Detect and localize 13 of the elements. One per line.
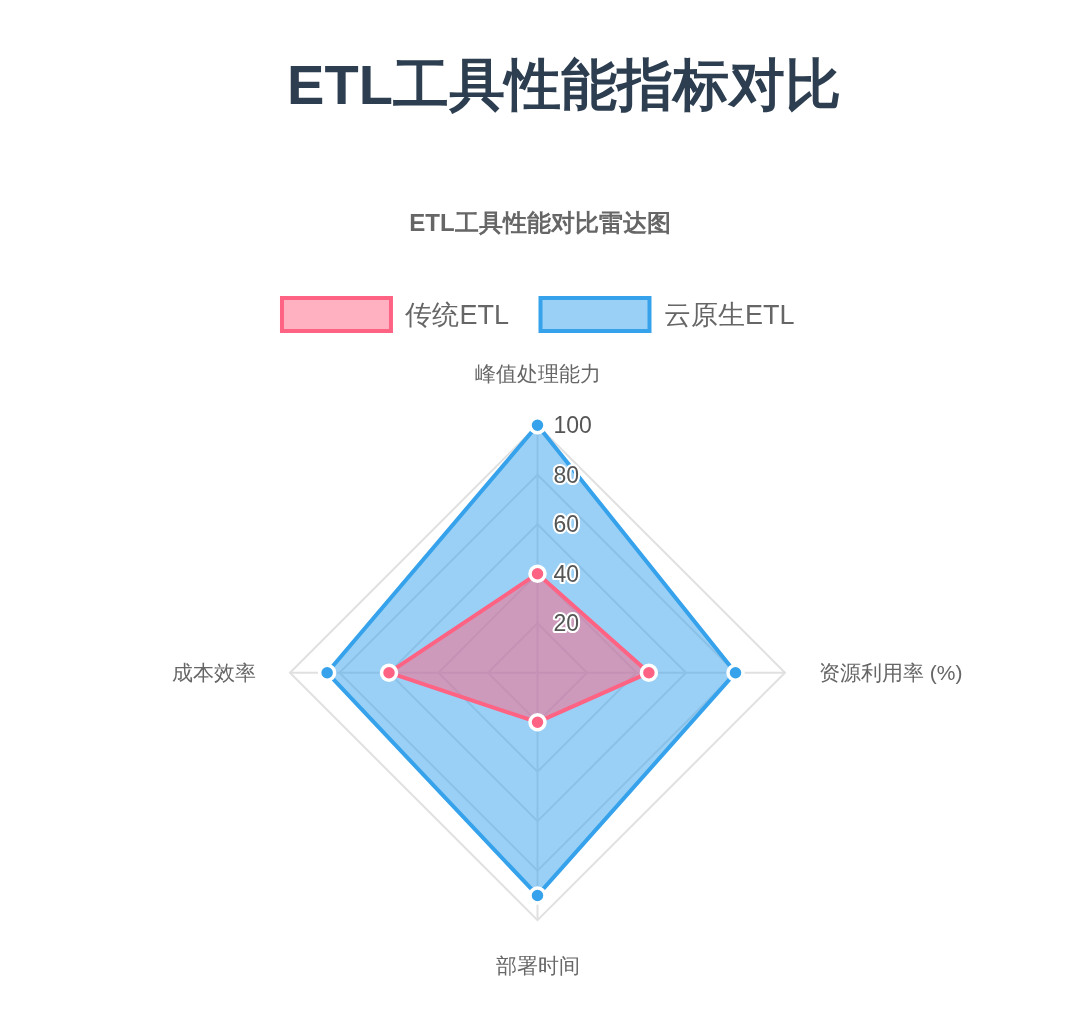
y-tick-label: 20 bbox=[553, 610, 580, 637]
y-tick-label: 100 bbox=[553, 412, 592, 439]
legend-label: 传统ETL bbox=[405, 300, 509, 330]
spoke-label: 峰值处理能力 bbox=[474, 362, 601, 386]
legend-label: 云原生ETL bbox=[664, 300, 795, 330]
spoke-label: 成本效率 bbox=[172, 661, 256, 685]
chart-title: ETL工具性能指标对比 bbox=[287, 53, 841, 116]
y-tick-label: 40 bbox=[553, 560, 580, 587]
y-tick-label: 80 bbox=[553, 461, 580, 488]
y-tick-label: 60 bbox=[553, 511, 580, 538]
spoke-label: 部署时间 bbox=[495, 954, 580, 978]
chart-subtitle: ETL工具性能对比雷达图 bbox=[409, 209, 671, 236]
spoke-label: 资源利用率 (%) bbox=[819, 661, 963, 685]
